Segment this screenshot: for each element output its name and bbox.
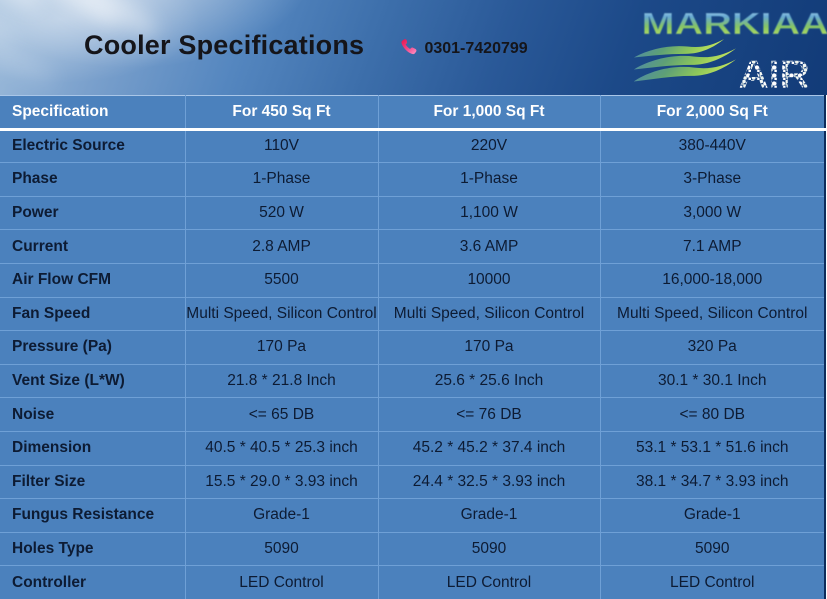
svg-text:MARKIAA: MARKIAA (642, 6, 827, 41)
svg-text:AIR: AIR (738, 51, 810, 95)
